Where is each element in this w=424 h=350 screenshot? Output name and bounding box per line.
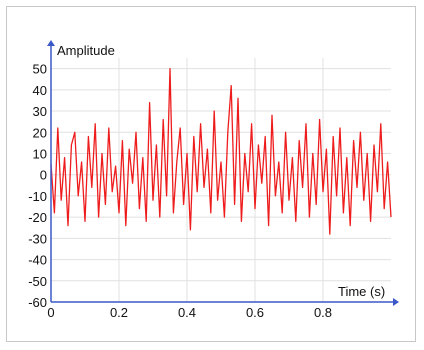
y-tick-label: 0 [40,168,47,183]
x-tick-label: 0.4 [178,305,196,320]
grid-lines [50,58,391,303]
x-tick-label: 0.2 [110,305,128,320]
y-tick-label: 20 [33,125,47,140]
y-tick-label: 30 [33,104,47,119]
y-axis-title: Amplitude [57,43,115,58]
x-tick-label: 0.8 [314,305,332,320]
y-tick-label: -50 [28,274,47,289]
y-tick-label: 50 [33,62,47,77]
y-tick-label: -60 [28,295,47,310]
y-axis-arrow [47,40,55,46]
x-axis-arrow [393,298,399,306]
x-tick-label: 0.6 [246,305,264,320]
x-tick-labels: 0 0.2 0.4 0.6 0.8 [47,305,332,320]
y-tick-label: -10 [28,189,47,204]
y-tick-labels: 50 40 30 20 10 0 -10 -20 -30 -40 -50 -60 [28,62,47,310]
series-layer [50,67,392,235]
signal-line [50,67,392,235]
y-tick-label: 10 [33,146,47,161]
x-axis-title: Time (s) [338,284,385,299]
x-tick-label: 0 [47,305,54,320]
y-tick-label: -40 [28,253,47,268]
axes [47,40,399,306]
y-tick-label: -20 [28,210,47,225]
amplitude-time-chart: 50 40 30 20 10 0 -10 -20 -30 -40 -50 -60 0 0.2 0.4 0.6… [28,40,399,320]
y-tick-label: -30 [28,231,47,246]
y-tick-label: 40 [33,83,47,98]
chart-frame: 50 40 30 20 10 0 -10 -20 -30 -40 -50 -60 0 0.2 0.4 0.6… [6,6,416,342]
